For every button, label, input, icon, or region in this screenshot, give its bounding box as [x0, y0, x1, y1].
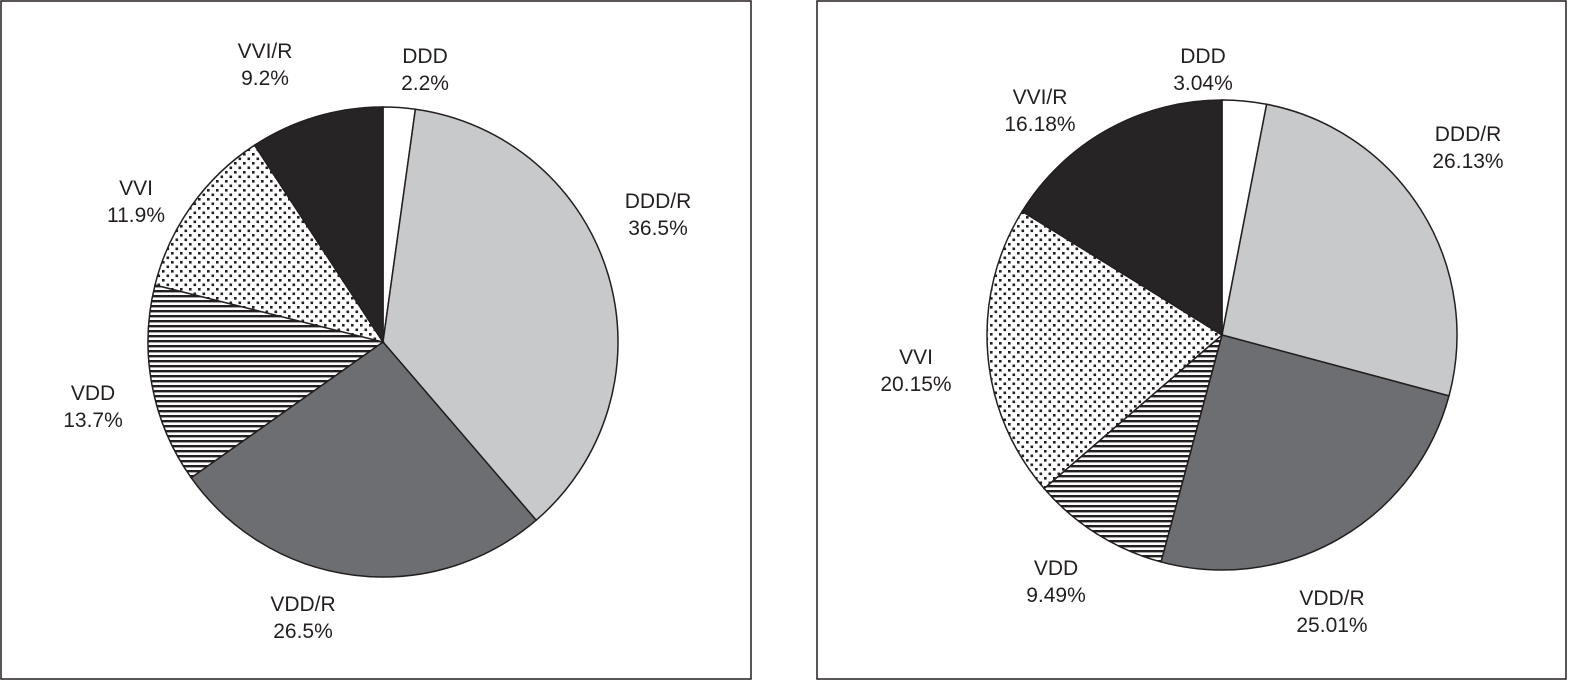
slice-value-ddd: 3.04%: [1173, 72, 1233, 95]
slice-label-ddd-r: DDD/R: [625, 190, 692, 213]
pie-slice-vvi-r: [253, 106, 384, 345]
slice-label-vvi-r: VVI/R: [238, 40, 293, 63]
slice-label-ddd: DDD: [402, 45, 448, 68]
slice-value-vdd: 9.49%: [1026, 584, 1086, 607]
pie-slice-vvi: [154, 144, 385, 344]
right-pie-chart: DDD 3.04% DDD/R 26.13% VDD/R 25.01% VDD 9.49% VV…: [880, 45, 1503, 637]
slice-label-ddd-r: DDD/R: [1435, 123, 1502, 146]
slice-label-vvi: VVI: [899, 346, 933, 369]
pie-slice-ddd-r: [382, 108, 619, 522]
pie-slice-vdd-r: [1160, 334, 1450, 571]
right-panel-frame: [816, 0, 1567, 680]
slice-label-ddd: DDD: [1180, 45, 1226, 68]
slice-value-vdd-r: 26.5%: [273, 620, 333, 643]
slice-value-vvi: 11.9%: [107, 204, 165, 227]
left-panel-frame: [0, 0, 752, 680]
pie-slice-vdd: [147, 284, 385, 479]
left-pie-chart: DDD 2.2% DDD/R 36.5% VDD/R 26.5% VDD 13.7% VVI 11…: [63, 40, 691, 643]
pie-slice-vvi-r: [1021, 99, 1223, 337]
slice-label-vvi: VVI: [119, 177, 153, 200]
pie-slice-ddd-r: [1221, 103, 1458, 397]
slice-label-vdd: VDD: [1034, 557, 1078, 580]
slice-value-ddd: 2.2%: [401, 72, 449, 95]
slice-label-vdd-r: VDD/R: [270, 593, 335, 616]
pie-slice-vdd: [1043, 332, 1224, 563]
slice-value-vdd: 13.7%: [63, 409, 123, 432]
pie-slice-vvi: [986, 210, 1224, 490]
slice-value-ddd-r: 36.5%: [628, 217, 688, 240]
slice-value-vvi: 20.15%: [880, 373, 951, 396]
pie-slice-vdd-r: [190, 340, 538, 578]
slice-value-ddd-r: 26.13%: [1432, 150, 1503, 173]
slice-label-vdd: VDD: [71, 382, 115, 405]
slice-label-vdd-r: VDD/R: [1299, 587, 1364, 610]
slice-value-vvi-r: 9.2%: [241, 67, 289, 90]
slice-label-vvi-r: VVI/R: [1013, 86, 1068, 109]
slice-value-vdd-r: 25.01%: [1296, 614, 1367, 637]
slice-value-vvi-r: 16.18%: [1004, 113, 1075, 136]
